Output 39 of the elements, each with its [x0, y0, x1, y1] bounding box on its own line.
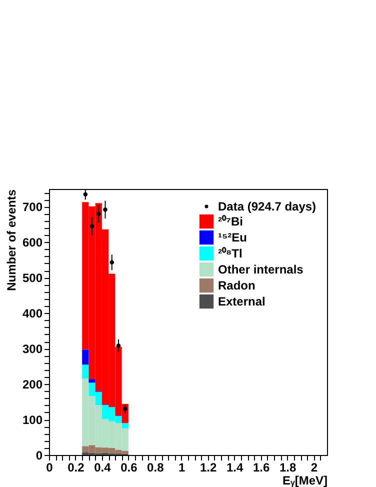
- point: [103, 207, 108, 212]
- x-tick-label: 1: [178, 460, 186, 474]
- legend-label: External: [218, 294, 266, 308]
- point: [96, 212, 101, 216]
- x-axis-title: Eᵧ[MeV]: [282, 474, 328, 487]
- legend-label: Other internals: [218, 262, 304, 276]
- point: [83, 192, 88, 196]
- bar: [82, 350, 89, 365]
- x-tick-label: 1.2: [200, 460, 218, 474]
- bar: [122, 423, 128, 428]
- point: [110, 260, 114, 265]
- y-tick-label: 600: [22, 236, 43, 250]
- y-tick-label: 400: [22, 306, 43, 321]
- legend-label: Data (924.7 days): [218, 200, 316, 214]
- x-tick-label: 1.4: [226, 460, 244, 474]
- point: [116, 344, 121, 348]
- legend-label: Radon: [218, 278, 256, 292]
- y-tick-label: 500: [22, 271, 43, 286]
- y-tick-label: 0: [36, 448, 43, 462]
- x-tick-label: 2: [310, 460, 318, 474]
- y-tick-label: 300: [22, 342, 43, 356]
- x-tick-label: 1.6: [252, 460, 270, 474]
- legend-label: ²⁰⁸Tl: [218, 246, 242, 260]
- legend-label: ²⁰⁷Bi: [218, 214, 243, 228]
- point: [123, 406, 128, 412]
- y-axis-title: Number of events: [4, 189, 18, 291]
- bar: [88, 379, 96, 383]
- x-tick-label: 0.8: [147, 460, 164, 474]
- x-tick-label: 1.8: [279, 460, 296, 474]
- y-tick-label: 200: [22, 378, 43, 392]
- x-tick-label: 0.6: [120, 460, 138, 474]
- y-tick-label: 100: [22, 413, 43, 428]
- point: [90, 224, 94, 228]
- x-tick-label: 0.4: [94, 460, 112, 474]
- y-tick-label: 700: [22, 200, 43, 214]
- x-tick-label: 0: [46, 460, 54, 474]
- x-tick-label: 0.2: [68, 460, 85, 474]
- legend-label: ¹⁵²Eu: [218, 230, 247, 244]
- bar: [82, 364, 89, 379]
